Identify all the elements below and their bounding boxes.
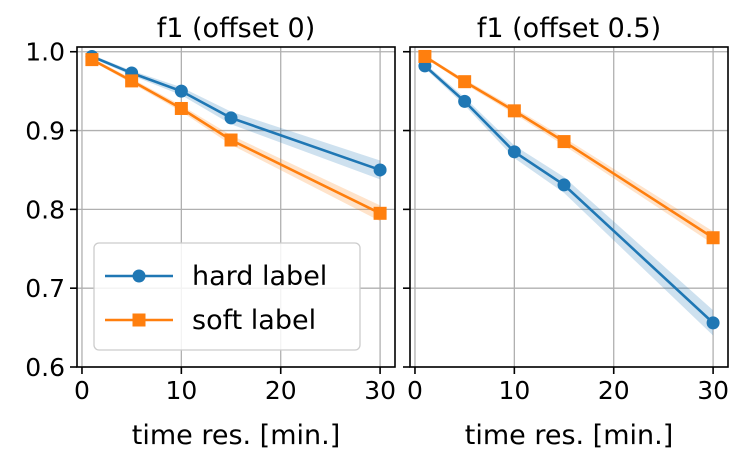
data-point-soft-label — [507, 104, 521, 118]
data-point-hard-label — [458, 94, 472, 108]
legend-label-hard-label: hard label — [192, 261, 327, 292]
data-point-soft-label — [85, 53, 99, 67]
plot-frame — [409, 46, 729, 368]
data-point-soft-label — [418, 49, 432, 63]
data-point-hard-label — [174, 84, 188, 98]
plot-frame — [76, 46, 396, 368]
data-point-hard-label — [706, 316, 720, 330]
data-point-hard-label — [224, 111, 238, 125]
data-point-soft-label — [224, 133, 238, 147]
y-tick-label: 0.6 — [25, 353, 65, 382]
legend-marker-hard-label — [132, 269, 146, 283]
x-tick-label: 20 — [598, 376, 630, 405]
data-point-soft-label — [706, 231, 720, 245]
data-point-soft-label — [174, 101, 188, 115]
y-tick-label: 0.8 — [25, 195, 65, 224]
panel-1: 0 10 20 30 0.6 0.7 0.8 0.9 1.0 f1 (offset 0) time … — [25, 13, 396, 451]
data-point-hard-label — [373, 163, 387, 177]
y-tick-label: 0.7 — [25, 274, 65, 303]
legend: hard label soft label — [93, 242, 361, 351]
data-point-soft-label — [373, 206, 387, 220]
data-point-soft-label — [557, 135, 571, 149]
x-tick-label: 10 — [498, 376, 530, 405]
x-tick-label: 10 — [165, 376, 197, 405]
x-axis-label: time res. [min.] — [465, 420, 674, 451]
confidence-band-soft — [424, 54, 714, 245]
panel-2: 0 10 20 30 f1 (offset 0.5) time res. [min.] — [403, 13, 729, 451]
x-tick-label: 30 — [697, 376, 729, 405]
y-tick-label: 0.9 — [25, 117, 65, 146]
legend-marker-soft-label — [132, 313, 146, 327]
legend-label-soft-label: soft label — [192, 305, 316, 336]
chart-title: f1 (offset 0) — [157, 13, 315, 44]
data-point-hard-label — [507, 145, 521, 159]
chart-title: f1 (offset 0.5) — [477, 13, 661, 44]
y-tick-label: 1.0 — [25, 38, 65, 67]
confidence-band-hard — [424, 63, 714, 336]
x-tick-label: 0 — [74, 376, 90, 405]
x-tick-label: 0 — [407, 376, 423, 405]
data-point-soft-label — [125, 74, 139, 88]
x-tick-label: 30 — [364, 376, 396, 405]
data-point-hard-label — [557, 178, 571, 192]
x-axis-label: time res. [min.] — [132, 420, 341, 451]
data-point-soft-label — [458, 75, 472, 89]
x-tick-label: 20 — [265, 376, 297, 405]
legend-box — [93, 242, 361, 351]
